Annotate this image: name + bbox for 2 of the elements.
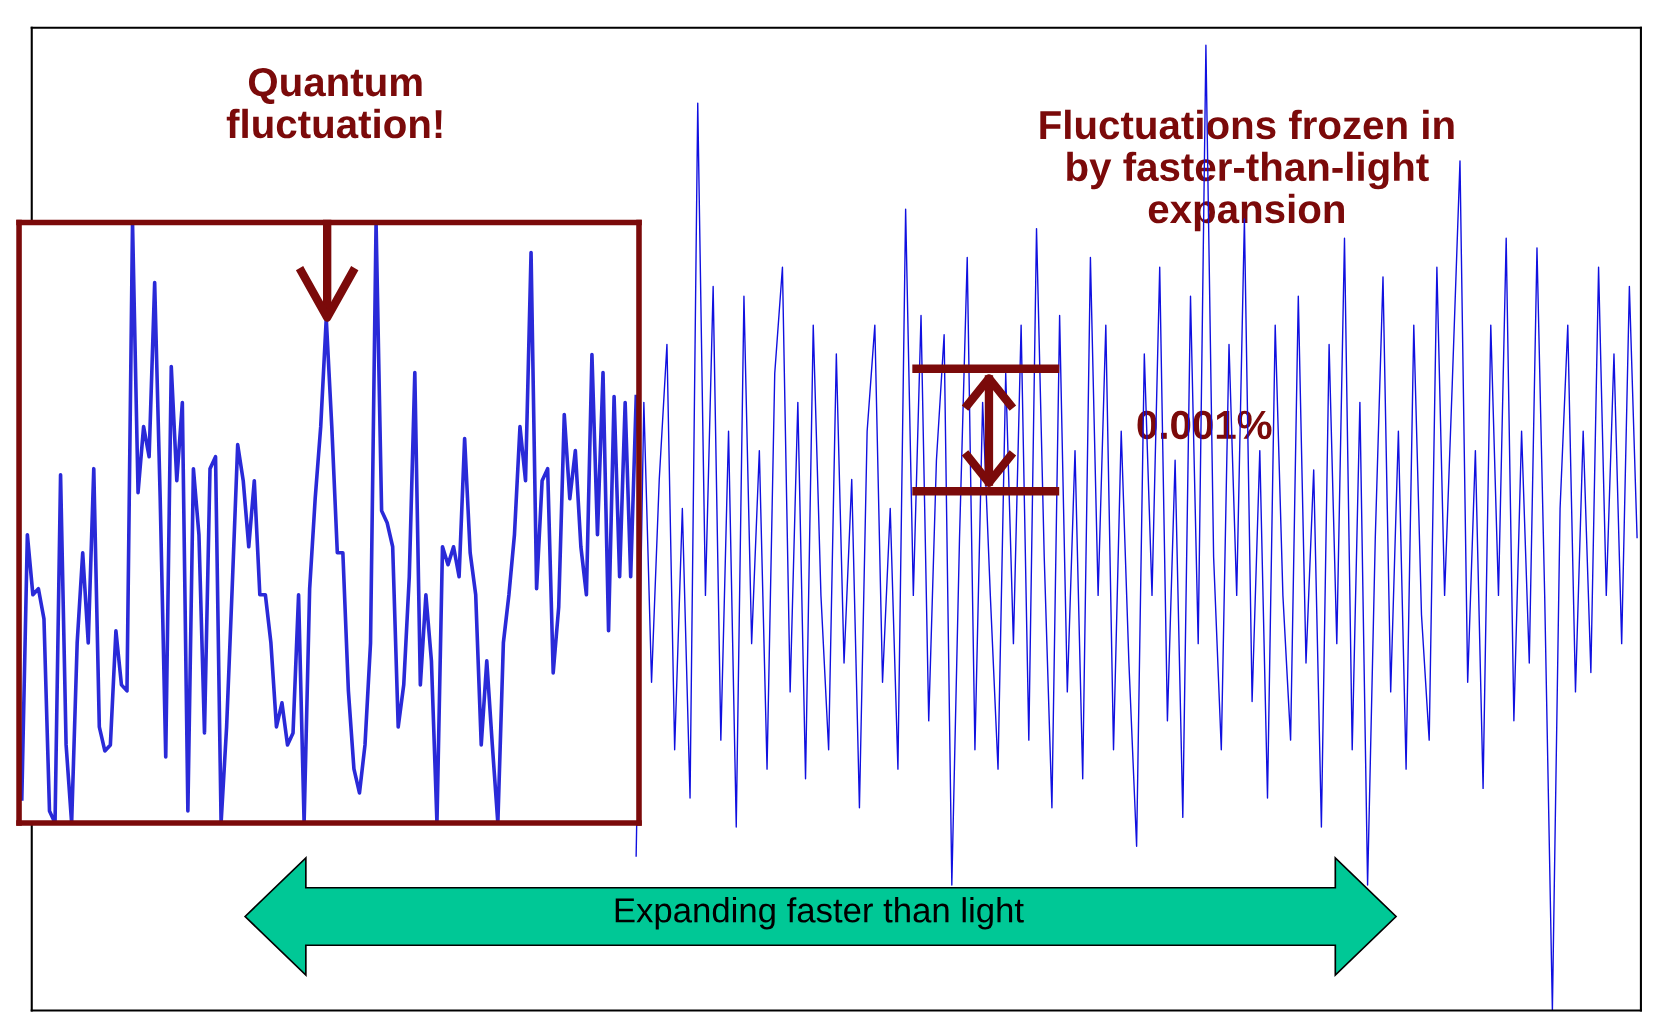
annotation: Expanding faster than light xyxy=(615,897,1024,930)
annotation: Quantum fluctuation! xyxy=(226,67,442,139)
